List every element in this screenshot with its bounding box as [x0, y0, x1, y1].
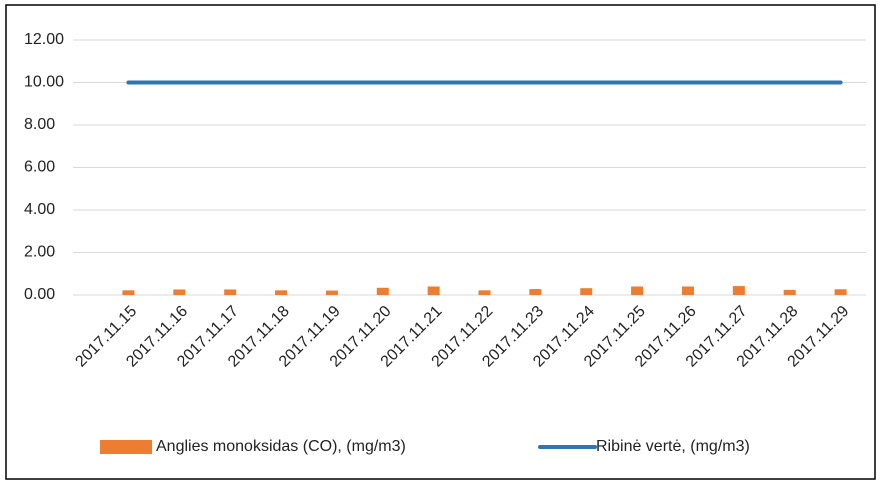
bar [122, 290, 135, 295]
bar [275, 290, 288, 295]
bar [631, 286, 644, 295]
bar [580, 288, 593, 295]
bar [325, 290, 338, 295]
y-tick-label: 0.00 [24, 286, 55, 303]
bar [783, 289, 796, 295]
chart-frame [5, 4, 876, 480]
y-tick-label: 8.00 [24, 116, 55, 133]
y-tick-label: 6.00 [24, 159, 55, 176]
bar [732, 286, 745, 295]
bar [478, 290, 491, 295]
bar [834, 289, 847, 295]
bar [376, 287, 389, 295]
y-tick-label: 4.00 [24, 201, 55, 218]
bar [173, 289, 186, 295]
y-tick-label: 2.00 [24, 244, 55, 261]
bar [529, 289, 542, 295]
bar [681, 286, 694, 295]
y-tick-label: 12.00 [24, 31, 64, 48]
legend-label: Ribinė vertė, (mg/m3) [596, 438, 750, 455]
bar [224, 289, 237, 295]
legend-label: Anglies monoksidas (CO), (mg/m3) [156, 438, 406, 455]
bar [427, 286, 440, 295]
y-tick-label: 10.00 [24, 74, 64, 91]
legend-swatch [100, 440, 152, 454]
